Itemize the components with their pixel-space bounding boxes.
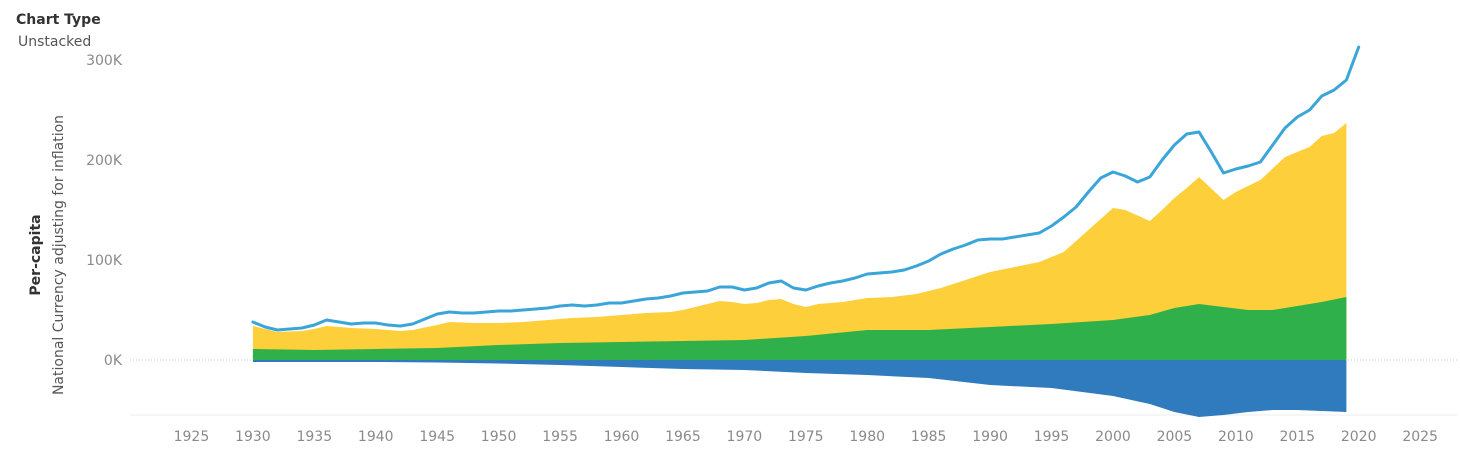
x-tick-label: 2005 [1157,429,1193,445]
x-tick-label: 1990 [972,429,1008,445]
x-tick-label: 1940 [358,429,394,445]
x-tick-label: 2010 [1218,429,1254,445]
x-axis: 1925 1930 1935 1940 1945 1950 1955 1960 1965 1970… [174,429,1438,445]
y-tick-label: 100K [86,253,123,269]
x-tick-label: 2015 [1279,429,1315,445]
x-tick-label: 1950 [481,429,517,445]
x-tick-label: 1960 [604,429,640,445]
chart-type-value[interactable]: Unstacked [18,34,92,50]
x-tick-label: 1980 [849,429,885,445]
blue-area [252,360,1347,417]
y-axis-title: Per-capita [28,214,44,295]
y-tick-label: 200K [86,153,123,169]
x-tick-label: 2025 [1402,429,1438,445]
x-tick-label: 1985 [911,429,947,445]
x-tick-label: 1955 [542,429,578,445]
x-tick-label: 2020 [1341,429,1377,445]
x-tick-label: 1965 [665,429,701,445]
green-area [252,297,1347,360]
x-tick-label: 1995 [1034,429,1070,445]
series-layer [251,45,1361,417]
x-tick-label: 1935 [296,429,332,445]
chart-type-control[interactable]: Chart Type Unstacked [16,12,101,50]
x-tick-label: 1970 [727,429,763,445]
total-line [251,45,1361,332]
y-tick-label: 300K [86,53,123,69]
x-tick-label: 1930 [235,429,271,445]
y-axis-subtitle: National Currency adjusting for inflatio… [51,115,67,395]
yellow-area [252,123,1347,360]
y-tick-label: 0K [104,353,123,369]
chart-type-title: Chart Type [16,12,101,28]
y-axis: 0K 100K 200K 300K [86,53,123,369]
x-tick-label: 1945 [419,429,455,445]
x-tick-label: 1925 [174,429,210,445]
x-tick-label: 1975 [788,429,824,445]
x-tick-label: 2000 [1095,429,1131,445]
